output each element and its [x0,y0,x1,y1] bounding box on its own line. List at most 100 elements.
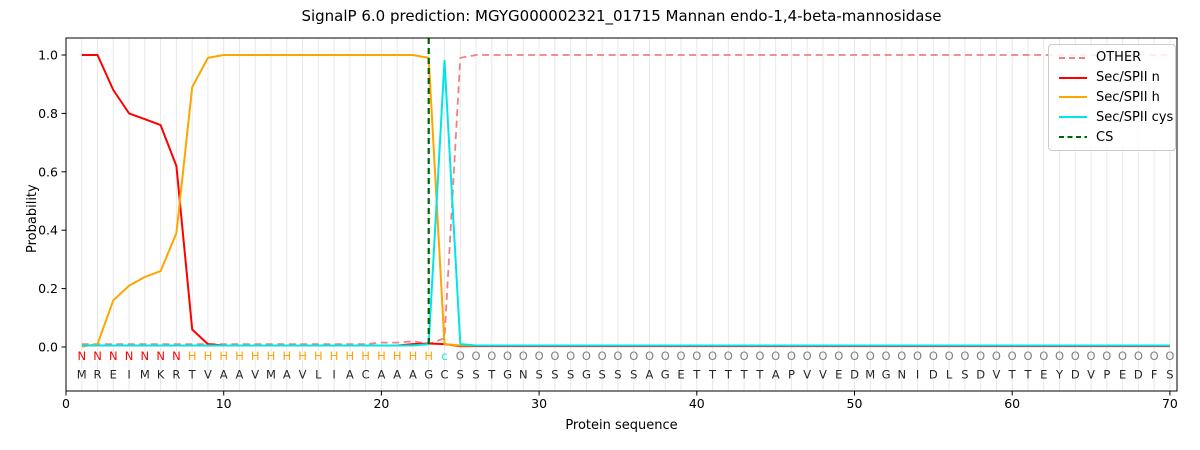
annotation-letter: H [330,349,339,363]
residue-letter: V [992,368,1000,382]
axes-frame [65,37,1178,392]
legend-line-other [1059,56,1087,59]
annotation-letter: c [441,349,447,363]
annotation-letter: H [188,349,197,363]
series-line-sec-spii-cys [81,59,1170,347]
residue-letter: I [332,368,335,382]
residue-letter: V [251,368,259,382]
residue-letter: T [724,368,733,382]
residue-letter: G [503,368,512,382]
annotation-letter: O [803,349,812,363]
annotation-letter: O [535,349,544,363]
annotation-letter: O [613,349,622,363]
annotation-letter: O [519,349,528,363]
residue-letter: D [976,368,985,382]
residue-letter: P [1103,368,1110,382]
annotation-letter: O [661,349,670,363]
annotation-letter: O [1150,349,1159,363]
annotation-letter: N [141,349,150,363]
annotation-letter: O [787,349,796,363]
annotation-letter: O [503,349,512,363]
residue-letter: S [1166,368,1173,382]
series-line-other [81,54,1170,346]
annotation-letter: O [866,349,875,363]
annotation-letter: O [992,349,1001,363]
legend-label-sec-spii-h: Sec/SPII h [1096,89,1160,105]
annotation-letter: O [708,349,717,363]
residue-letter: A [236,368,244,382]
annotation-letter: H [424,349,433,363]
legend-line-sec-spii-h [1059,96,1087,99]
residue-letter: A [377,368,385,382]
annotation-letter: H [251,349,260,363]
residue-letter: F [1151,368,1158,382]
residue-letter: D [850,368,859,382]
residue-letter: P [788,368,795,382]
residue-letter: D [929,368,938,382]
residue-letter: S [472,368,479,382]
annotation-letter: N [125,349,134,363]
annotation-letter: O [1055,349,1064,363]
residue-letter: S [535,368,542,382]
annotation-letter: H [282,349,291,363]
y-tick-label: 0.6 [38,164,58,179]
residue-letter: C [362,368,370,382]
legend-item-cs: CS [1049,131,1175,144]
residue-letter: G [424,368,433,382]
annotation-letter: H [219,349,228,363]
legend-item-sec-spii-cys: Sec/SPII cys [1049,111,1175,124]
legend-line-sec-spii-cys [1059,116,1087,119]
residue-letter: M [77,368,87,382]
annotation-letter: O [913,349,922,363]
annotation-letter: H [346,349,355,363]
residue-letter: V [819,368,827,382]
annotation-letter: O [834,349,843,363]
annotation-letter: O [677,349,686,363]
residue-letter: I [127,368,130,382]
residue-letter: D [1071,368,1080,382]
residue-letter: C [440,368,448,382]
annotation-letter: H [314,349,323,363]
residue-letter: A [346,368,354,382]
residue-letter: G [661,368,670,382]
residue-letter: V [204,368,212,382]
annotation-letter: O [1134,349,1143,363]
y-tick-label: 0.0 [38,340,58,355]
residue-letter: T [1023,368,1032,382]
residue-letter: D [1134,368,1143,382]
annotation-letter: O [1039,349,1048,363]
annotation-letter: O [645,349,654,363]
residue-letter: T [1008,368,1017,382]
annotation-letter: O [882,349,891,363]
residue-letter: G [582,368,591,382]
annotation-letter: O [1071,349,1080,363]
residue-letter: A [393,368,401,382]
annotation-letter: N [156,349,165,363]
residue-letter: S [614,368,621,382]
annotation-letter: N [172,349,181,363]
annotation-letter: N [93,349,102,363]
annotation-letter: O [724,349,733,363]
annotation-letter: O [818,349,827,363]
residue-letter: I [916,368,919,382]
plot-background [66,38,1177,391]
x-tick-label: 20 [373,396,389,411]
annotation-letter: O [582,349,591,363]
legend-label-sec-spii-cys: Sec/SPII cys [1096,109,1174,125]
legend-label-other: OTHER [1096,50,1142,66]
annotation-letter: O [850,349,859,363]
residue-letter: T [188,368,197,382]
annotation-letter: O [550,349,559,363]
x-tick-label: 30 [531,396,547,411]
x-tick-label: 40 [689,396,705,411]
legend-line-cs [1059,136,1087,139]
residue-letter: S [599,368,606,382]
annotation-letter: O [929,349,938,363]
annotation-letter: O [692,349,701,363]
annotation-letter: O [1023,349,1032,363]
x-axis-label: Protein sequence [565,418,678,433]
